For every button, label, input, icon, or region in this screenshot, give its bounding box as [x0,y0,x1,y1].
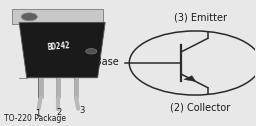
Text: (2) Collector: (2) Collector [170,102,230,112]
Text: TO-220 Package: TO-220 Package [4,114,66,123]
Text: 2: 2 [57,108,62,117]
FancyBboxPatch shape [12,9,103,24]
Circle shape [21,13,37,21]
Text: 3: 3 [79,106,84,115]
Text: (1) Base: (1) Base [78,57,119,67]
Polygon shape [19,22,105,78]
Circle shape [86,49,97,54]
Text: (3) Emitter: (3) Emitter [174,12,227,22]
Polygon shape [184,76,196,82]
Text: BD242: BD242 [46,41,70,52]
Text: 1: 1 [36,109,41,118]
